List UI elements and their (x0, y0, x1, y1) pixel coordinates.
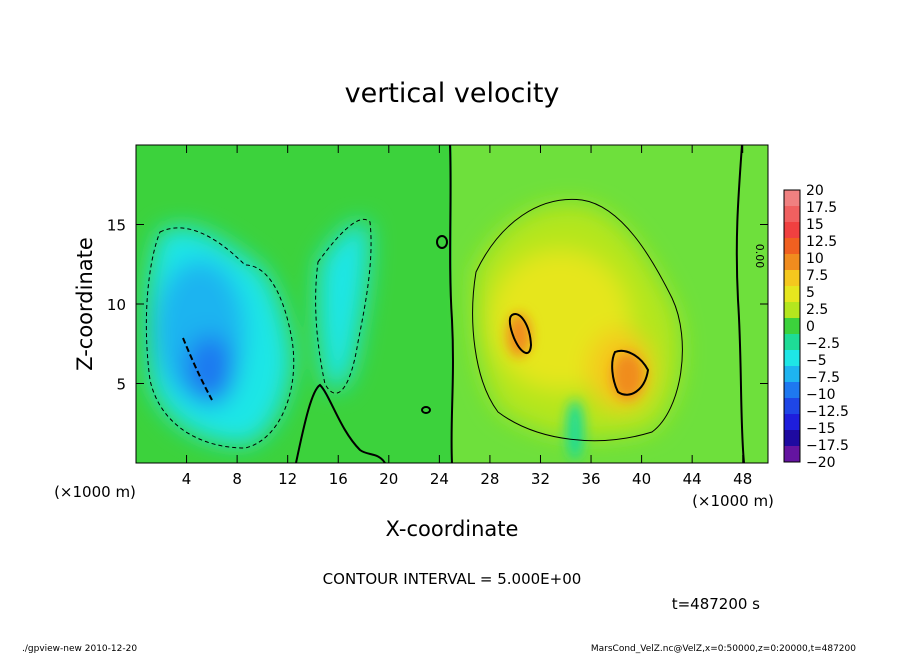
colorbar-frame (783, 189, 801, 463)
footer-left: ./gpview-new 2010-12-20 (22, 644, 137, 654)
field-low-downdraft (566, 400, 584, 460)
minus10-contour (182, 337, 213, 401)
x-axis: 4 8 12 16 20 24 28 32 36 40 44 48 (182, 145, 752, 488)
x-tick-label: 40 (632, 470, 651, 488)
zero-contour-low (295, 383, 386, 463)
minus5-contour-center (315, 219, 372, 394)
x-tick-label: 36 (581, 470, 600, 488)
colorbar-label: −20 (806, 455, 836, 471)
colorbar-label: 7.5 (806, 268, 828, 284)
colorbar-label: 15 (806, 217, 824, 233)
field-core-b (612, 352, 644, 400)
colorbar-label: 20 (806, 183, 824, 199)
plus10-contour-b (611, 350, 650, 396)
colorbar-label: −12.5 (806, 404, 849, 420)
x-unit-label-left: (×1000 m) (54, 483, 136, 501)
colorbar-cell (784, 446, 800, 463)
contour-value-label: 0.00 (753, 244, 766, 269)
colorbar-label: 10 (806, 251, 824, 267)
zero-contour-small (421, 406, 431, 414)
colorbar-cell (784, 430, 800, 447)
plot-area: 0.00 (136, 145, 768, 463)
plus10-contour-a (508, 313, 533, 355)
x-tick-label: 24 (430, 470, 449, 488)
colorbar-cell (784, 350, 800, 367)
colorbar-cell (784, 238, 800, 255)
x-axis-label: X-coordinate (386, 517, 519, 541)
zero-contour-blob (436, 235, 448, 249)
colorbar-cell (784, 286, 800, 303)
chart-title: vertical velocity (345, 78, 560, 109)
colorbar-label: 12.5 (806, 234, 837, 250)
x-unit-label-right: (×1000 m) (692, 492, 774, 510)
x-tick-label: 28 (480, 470, 499, 488)
time-text: t=487200 s (672, 595, 760, 613)
colorbar-label: 0 (806, 319, 815, 335)
x-tick-label: 44 (683, 470, 702, 488)
plus5-contour (472, 198, 683, 442)
footer-right: MarsCond_VelZ.nc@VelZ,x=0:50000,z=0:2000… (591, 644, 856, 654)
x-tick-label: 16 (329, 470, 348, 488)
x-tick-label: 20 (379, 470, 398, 488)
x-tick-label: 32 (531, 470, 550, 488)
colorbar-label: 5 (806, 285, 815, 301)
y-axis-label: Z-coordinate (73, 237, 97, 371)
colorbar-cell (784, 206, 800, 223)
y-tick-label: 10 (107, 296, 126, 314)
colorbar: 2017.51512.5107.552.50−2.5−5−7.5−10−12.5… (783, 183, 849, 471)
colorbar-cell (784, 398, 800, 415)
colorbar-cell (784, 254, 800, 271)
colorbar-label: 17.5 (806, 200, 837, 216)
colorbar-label: −7.5 (806, 370, 840, 386)
colorbar-label: −2.5 (806, 336, 840, 352)
contour-interval-text: CONTOUR INTERVAL = 5.000E+00 (323, 570, 582, 588)
zero-contour-central (449, 145, 454, 463)
y-tick-label: 15 (107, 217, 126, 235)
colorbar-cell (784, 382, 800, 399)
field-west-strong (185, 335, 235, 405)
colorbar-cell (784, 222, 800, 239)
x-tick-label: 8 (232, 470, 242, 488)
minus5-contour-west (145, 227, 295, 449)
colorbar-cell (784, 414, 800, 431)
colorbar-cell (784, 190, 800, 207)
colorbar-label: −17.5 (806, 438, 849, 454)
colorbar-label: 2.5 (806, 302, 828, 318)
colorbar-cell (784, 334, 800, 351)
colorbar-label: −5 (806, 353, 827, 369)
x-tick-label: 4 (182, 470, 192, 488)
colorbar-cell (784, 302, 800, 319)
colorbar-cell (784, 366, 800, 383)
colorbar-label: −15 (806, 421, 836, 437)
colorbar-label: −10 (806, 387, 836, 403)
x-tick-label: 48 (733, 470, 752, 488)
zero-contour-east (735, 145, 745, 463)
x-tick-label: 12 (278, 470, 297, 488)
y-axis: 5 10 15 (107, 217, 768, 394)
y-tick-label: 5 (116, 376, 126, 394)
colorbar-cell (784, 270, 800, 287)
field-center-downdraft (317, 221, 370, 390)
colorbar-cell (784, 318, 800, 335)
